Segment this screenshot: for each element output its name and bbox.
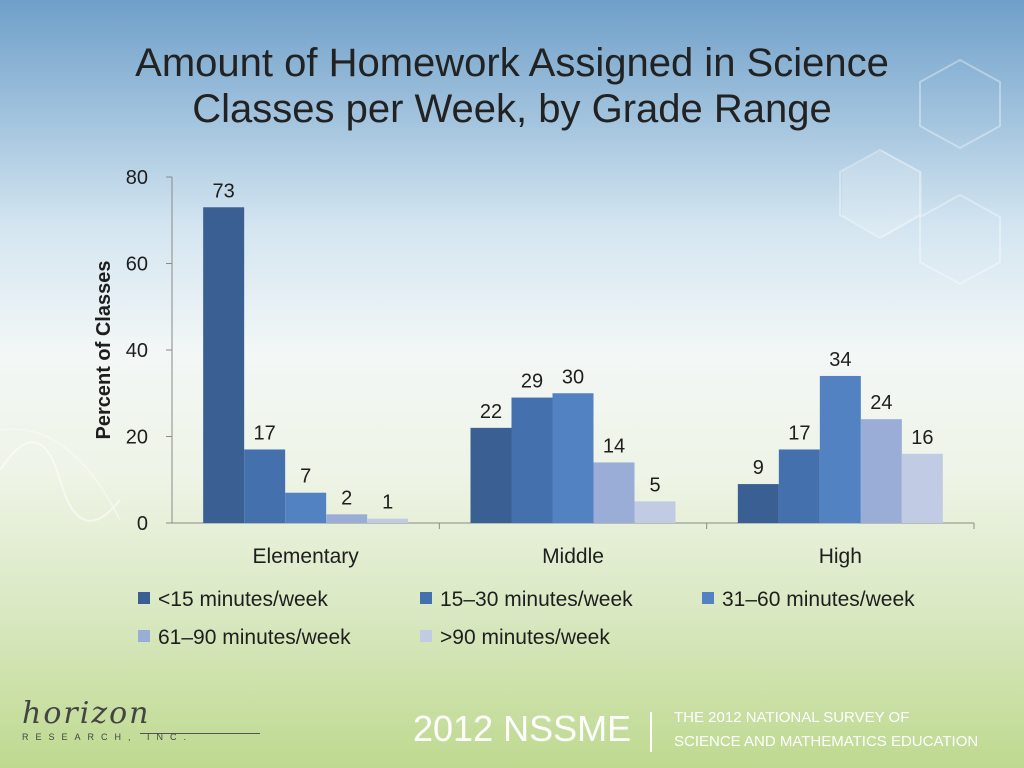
x-category-label: Elementary bbox=[253, 545, 360, 568]
bar bbox=[203, 207, 245, 523]
legend-label: <15 minutes/week bbox=[158, 588, 328, 611]
chart-title-line-1: Amount of Homework Assigned in Science bbox=[135, 41, 889, 85]
y-axis-label: Percent of Classes bbox=[93, 261, 115, 440]
bar bbox=[326, 514, 368, 523]
bar bbox=[593, 462, 635, 523]
horizon-research-logo: horizon RESEARCH, INC. bbox=[22, 696, 260, 756]
legend-swatch bbox=[138, 592, 150, 605]
y-tick-label: 60 bbox=[126, 254, 148, 276]
logo-wordmark: horizon bbox=[22, 696, 151, 731]
legend-label: 15–30 minutes/week bbox=[440, 588, 633, 611]
chart-title-line-2: Classes per Week, by Grade Range bbox=[192, 87, 832, 131]
bar-value-label: 22 bbox=[480, 401, 502, 423]
bar bbox=[901, 453, 943, 523]
footer-survey-name-line-2: SCIENCE AND MATHEMATICS EDUCATION bbox=[674, 733, 979, 750]
bar-value-label: 5 bbox=[649, 474, 660, 496]
bar bbox=[285, 492, 327, 523]
logo-subtitle: RESEARCH, INC. bbox=[22, 732, 194, 742]
bar-value-label: 1 bbox=[382, 492, 393, 514]
bar-value-label: 17 bbox=[254, 422, 276, 444]
footer-survey-name: THE 2012 NATIONAL SURVEY OF SCIENCE AND … bbox=[674, 706, 978, 754]
y-tick-label: 20 bbox=[126, 427, 148, 449]
legend-label: 31–60 minutes/week bbox=[722, 588, 915, 611]
legend-swatch bbox=[420, 630, 432, 643]
bar bbox=[511, 397, 553, 523]
legend-label: 61–90 minutes/week bbox=[158, 626, 351, 649]
y-tick-label: 0 bbox=[137, 513, 148, 535]
x-category-label: Middle bbox=[542, 545, 604, 568]
legend-swatch bbox=[420, 592, 432, 605]
legend-item: >90 minutes/week bbox=[420, 626, 610, 650]
bar-value-label: 9 bbox=[753, 457, 764, 479]
y-tick-label: 80 bbox=[126, 167, 148, 189]
bar-value-label: 7 bbox=[300, 466, 311, 488]
bar bbox=[244, 449, 286, 523]
bar-value-label: 34 bbox=[829, 349, 851, 371]
bar-value-label: 73 bbox=[213, 180, 235, 202]
legend-item: 15–30 minutes/week bbox=[420, 588, 633, 612]
legend-label: >90 minutes/week bbox=[440, 626, 610, 649]
legend-item: 61–90 minutes/week bbox=[138, 626, 351, 650]
logo-underline bbox=[140, 733, 260, 734]
footer-divider bbox=[650, 712, 652, 752]
bar-value-label: 24 bbox=[870, 392, 892, 414]
bar-value-label: 16 bbox=[911, 427, 933, 449]
bar bbox=[367, 518, 409, 523]
x-category-label: High bbox=[819, 545, 862, 568]
bar-value-label: 14 bbox=[603, 435, 625, 457]
y-tick-label: 40 bbox=[126, 340, 148, 362]
bar-value-label: 29 bbox=[521, 371, 543, 393]
chart-title: Amount of Homework Assigned in Science C… bbox=[50, 40, 974, 132]
bar bbox=[552, 393, 594, 523]
bar bbox=[860, 419, 902, 523]
bar bbox=[470, 427, 512, 523]
bar-value-label: 30 bbox=[562, 366, 584, 388]
footer-survey-label: 2012 NSSME bbox=[413, 708, 632, 749]
bar bbox=[819, 375, 861, 523]
bar bbox=[778, 449, 820, 523]
bar bbox=[634, 501, 676, 523]
legend-swatch bbox=[138, 630, 150, 643]
footer-survey-name-line-1: THE 2012 NATIONAL SURVEY OF bbox=[674, 709, 910, 726]
legend-item: 31–60 minutes/week bbox=[702, 588, 915, 612]
legend-item: <15 minutes/week bbox=[138, 588, 328, 612]
bar-value-label: 17 bbox=[788, 422, 810, 444]
bar-value-label: 2 bbox=[341, 487, 352, 509]
bar bbox=[737, 484, 779, 523]
legend-swatch bbox=[702, 592, 714, 605]
